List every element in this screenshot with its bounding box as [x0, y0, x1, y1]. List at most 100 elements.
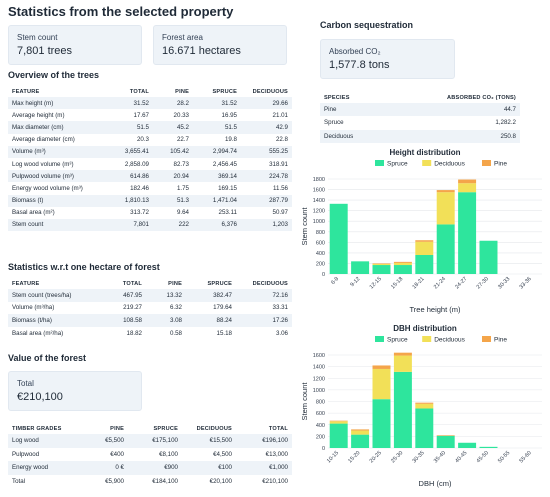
x-tick-label: 15-20	[347, 450, 361, 464]
bar-segment	[372, 263, 391, 266]
table-row: Energy wood volume (m³) 182.46 1.75 169.15 1…	[8, 182, 292, 194]
legend-swatch	[422, 160, 432, 166]
bar-segment	[329, 203, 348, 274]
table-cell: 1,282.2	[495, 119, 516, 127]
table-row: Biomass (t/ha) 108.58 3.08 88.24 17.26	[8, 314, 292, 327]
per_hectare-header-0: FEATURE	[12, 280, 40, 287]
x-tick-label: 45-50	[476, 450, 490, 464]
legend-swatch	[482, 160, 491, 166]
value-header-2: SPRUCE	[153, 425, 178, 432]
x-tick-label: 55-60	[519, 450, 533, 464]
table-row: Log wood volume (m³) 2,858.09 82.73 2,456.4…	[8, 158, 292, 170]
table-cell: 2,858.09	[124, 160, 149, 168]
dbh-chart-title: DBH distribution	[393, 324, 457, 333]
carbon-title: Carbon sequestration	[320, 20, 414, 30]
table-cell: 2,994.74	[193, 145, 241, 158]
bar-segment	[458, 442, 477, 448]
table-cell: €400	[110, 450, 124, 458]
bar-segment	[329, 421, 348, 424]
bar-segment	[436, 435, 455, 436]
bar-segment	[393, 265, 412, 274]
table-cell: 29.66	[241, 97, 292, 110]
table-cell: Stem count	[8, 218, 100, 232]
y-tick-label: 1600	[313, 353, 325, 359]
bar-segment	[393, 262, 412, 266]
table-cell: 1,810.13	[100, 194, 153, 207]
legend-label: Spruce	[387, 337, 408, 344]
table-cell: 50.97	[272, 209, 288, 217]
table-cell: €1,000	[236, 461, 292, 475]
table-cell: 179.64	[213, 304, 232, 312]
table-cell: Biomass (t/ha)	[8, 314, 100, 327]
y-tick-label: 600	[316, 240, 325, 246]
carbon-header-0: SPECIES	[324, 94, 350, 101]
table-cell: €210,100	[262, 478, 288, 486]
height-chart: Height distribution Spruce Deciduous Pine 0…	[300, 148, 550, 323]
table-cell: 3,655.41	[100, 145, 153, 158]
y-tick-label: 800	[316, 230, 325, 236]
x-axis-label: DBH (cm)	[419, 479, 452, 488]
table-cell: Basal area (m²/ha)	[12, 329, 64, 337]
table-cell: €175,100	[128, 434, 182, 448]
dbh-chart: DBH distribution Spruce Deciduous Pine 0 200…	[300, 324, 550, 497]
carbon-body: Pine 44.7 Spruce 1,282.2 Deciduous 250.8	[320, 103, 520, 143]
table-cell: €15,500	[182, 434, 236, 448]
table-cell: 6,376	[193, 218, 241, 232]
table-row: Max height (m) 31.52 28.2 31.52 29.66	[8, 97, 292, 110]
overview-header-0: FEATURE	[12, 88, 40, 95]
bar-segment	[372, 399, 391, 448]
value-header-1: PINE	[110, 425, 124, 432]
table-cell: €900	[128, 461, 182, 475]
bar-segment	[351, 430, 370, 435]
table-row: Biomass (t) 1,810.13 51.3 1,471.04 287.79	[8, 194, 292, 207]
legend-label: Deciduous	[434, 161, 465, 168]
forest-area-card: Forest area 16.671 hectares	[153, 25, 287, 65]
bar-segment	[329, 420, 348, 422]
table-cell: 15.18	[216, 329, 232, 337]
overview-header-3: SPRUCE	[212, 88, 237, 95]
bar-segment	[436, 224, 455, 274]
table-cell: Energy wood	[8, 461, 78, 475]
overview-header-1: TOTAL	[129, 88, 149, 95]
table-cell: 222	[153, 218, 193, 232]
legend-swatch	[375, 160, 384, 166]
table-row: Average height (m) 17.67 20.33 16.95 21.01	[8, 109, 292, 121]
value-header-0: TIMBER GRADES	[12, 425, 62, 432]
y-tick-label: 0	[322, 446, 325, 452]
table-cell: Pulpwood	[12, 450, 40, 458]
table-cell: Pulpwood volume (m³)	[8, 170, 100, 183]
table-cell: 51.5	[100, 121, 153, 134]
table-cell: 250.8	[410, 129, 520, 143]
value-table: TIMBER GRADES PINE SPRUCE DECIDUOUS TOTAL Lo…	[8, 423, 292, 488]
value-header-row: TIMBER GRADES PINE SPRUCE DECIDUOUS TOTAL	[8, 423, 292, 434]
table-cell: 19.8	[224, 136, 237, 144]
bar-segment	[436, 190, 455, 193]
table-row: Energy wood 0 € €900 €100 €1,000	[8, 461, 292, 475]
bar-segment	[393, 261, 412, 263]
table-cell: 1.75	[176, 184, 189, 192]
overview-header-4: DECIDUOUS	[252, 88, 288, 95]
y-tick-label: 1000	[313, 219, 325, 225]
table-cell: 88.24	[186, 314, 236, 327]
legend-swatch	[375, 336, 384, 342]
overview-header-row: FEATURE TOTAL PINE SPRUCE DECIDUOUS	[8, 86, 292, 97]
table-cell: 219.27	[123, 304, 142, 312]
x-tick-label: 27-30	[476, 276, 490, 290]
bar-segment	[415, 241, 434, 255]
table-cell: €20,100	[209, 478, 232, 486]
x-tick-label: 12-15	[369, 276, 383, 290]
table-cell: 369.14	[193, 170, 241, 183]
table-cell: Spruce	[324, 119, 344, 127]
overview-header-2: PINE	[175, 88, 189, 95]
table-cell: Basal area (m²)	[12, 209, 55, 217]
per_hectare-header-2: PINE	[168, 280, 182, 287]
table-cell: 2,456.45	[212, 160, 237, 168]
bar-segment	[351, 261, 370, 274]
bar-segment	[479, 240, 498, 274]
bar-segment	[415, 408, 434, 448]
x-tick-label: 6-9	[330, 276, 340, 286]
table-row: Deciduous 250.8	[320, 129, 520, 143]
bar-segment	[458, 183, 477, 193]
table-cell: 20.33	[173, 111, 189, 119]
bar-segment	[415, 255, 434, 274]
